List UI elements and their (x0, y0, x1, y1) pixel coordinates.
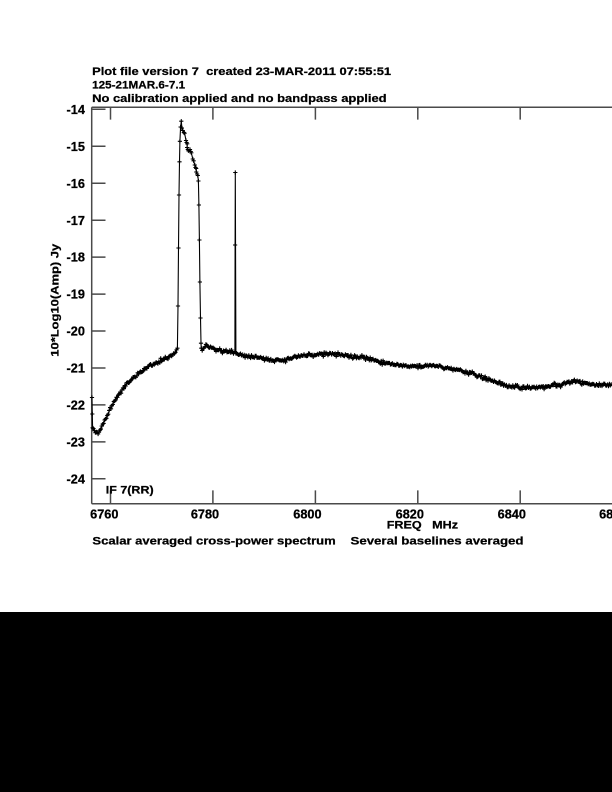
svg-text:125-21MAR.6-7.1: 125-21MAR.6-7.1 (92, 79, 185, 91)
svg-text:6760: 6760 (90, 508, 118, 522)
svg-text:Scalar averaged cross-power sp: Scalar averaged cross-power spectrum (92, 534, 335, 547)
svg-text:-14: -14 (67, 103, 85, 117)
svg-text:-19: -19 (67, 288, 85, 302)
svg-text:6820: 6820 (396, 508, 424, 522)
svg-text:Plot file version 7 created 2: Plot file version 7 created 23-MAR-2011 … (92, 66, 391, 78)
svg-text:No calibration applied and no: No calibration applied and no bandpass a… (92, 93, 387, 105)
svg-text:-20: -20 (67, 325, 85, 339)
svg-text:6780: 6780 (191, 508, 219, 522)
svg-text:-21: -21 (67, 362, 85, 376)
svg-text:6840: 6840 (498, 508, 526, 522)
svg-text:-23: -23 (67, 436, 85, 450)
svg-text:-15: -15 (67, 140, 85, 154)
svg-text:-22: -22 (67, 399, 85, 413)
svg-text:IF 7(RR): IF 7(RR) (106, 483, 154, 496)
svg-text:-17: -17 (67, 214, 85, 228)
svg-text:-18: -18 (67, 251, 85, 265)
svg-text:Several baselines averaged: Several baselines averaged (351, 534, 524, 547)
svg-text:6860: 6860 (599, 508, 612, 522)
svg-text:-16: -16 (67, 177, 85, 191)
svg-text:6800: 6800 (293, 508, 321, 522)
svg-text:FREQ MHz: FREQ MHz (387, 518, 458, 531)
svg-text:-24: -24 (67, 472, 85, 486)
svg-text:10*Log10(Amp) Jy: 10*Log10(Amp) Jy (48, 243, 61, 356)
